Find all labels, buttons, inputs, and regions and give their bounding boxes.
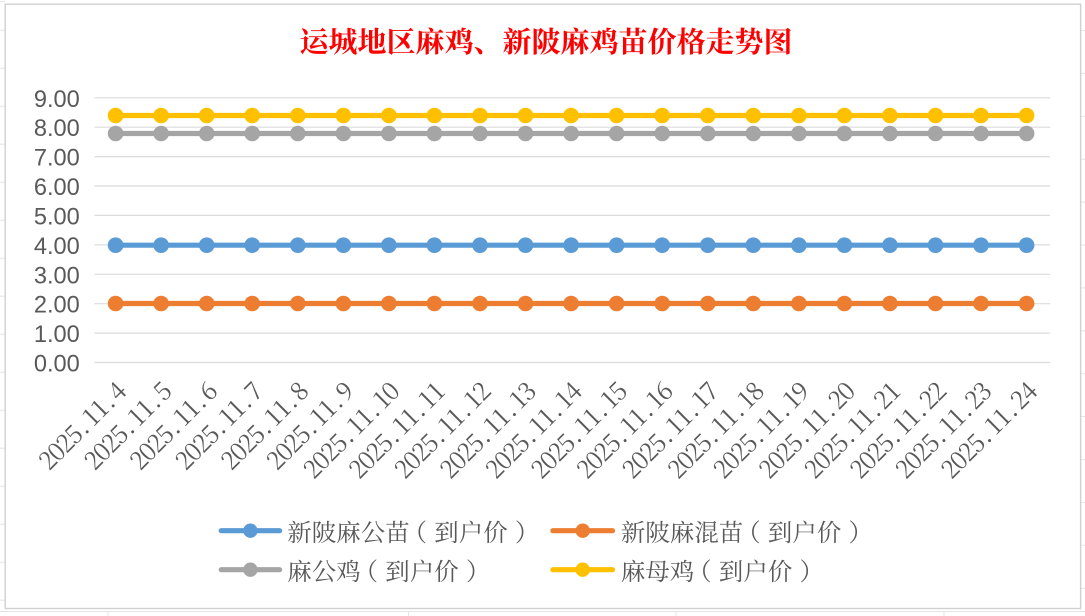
svg-text:5.00: 5.00	[34, 204, 80, 230]
svg-text:2.00: 2.00	[34, 293, 80, 319]
svg-text:7.00: 7.00	[34, 146, 80, 172]
svg-text:0.00: 0.00	[34, 352, 80, 378]
svg-text:4.00: 4.00	[34, 234, 80, 260]
svg-text:6.00: 6.00	[34, 175, 80, 201]
svg-text:3.00: 3.00	[34, 263, 80, 289]
svg-text:9.00: 9.00	[34, 87, 80, 113]
svg-text:1.00: 1.00	[34, 322, 80, 348]
svg-text:8.00: 8.00	[34, 116, 80, 142]
